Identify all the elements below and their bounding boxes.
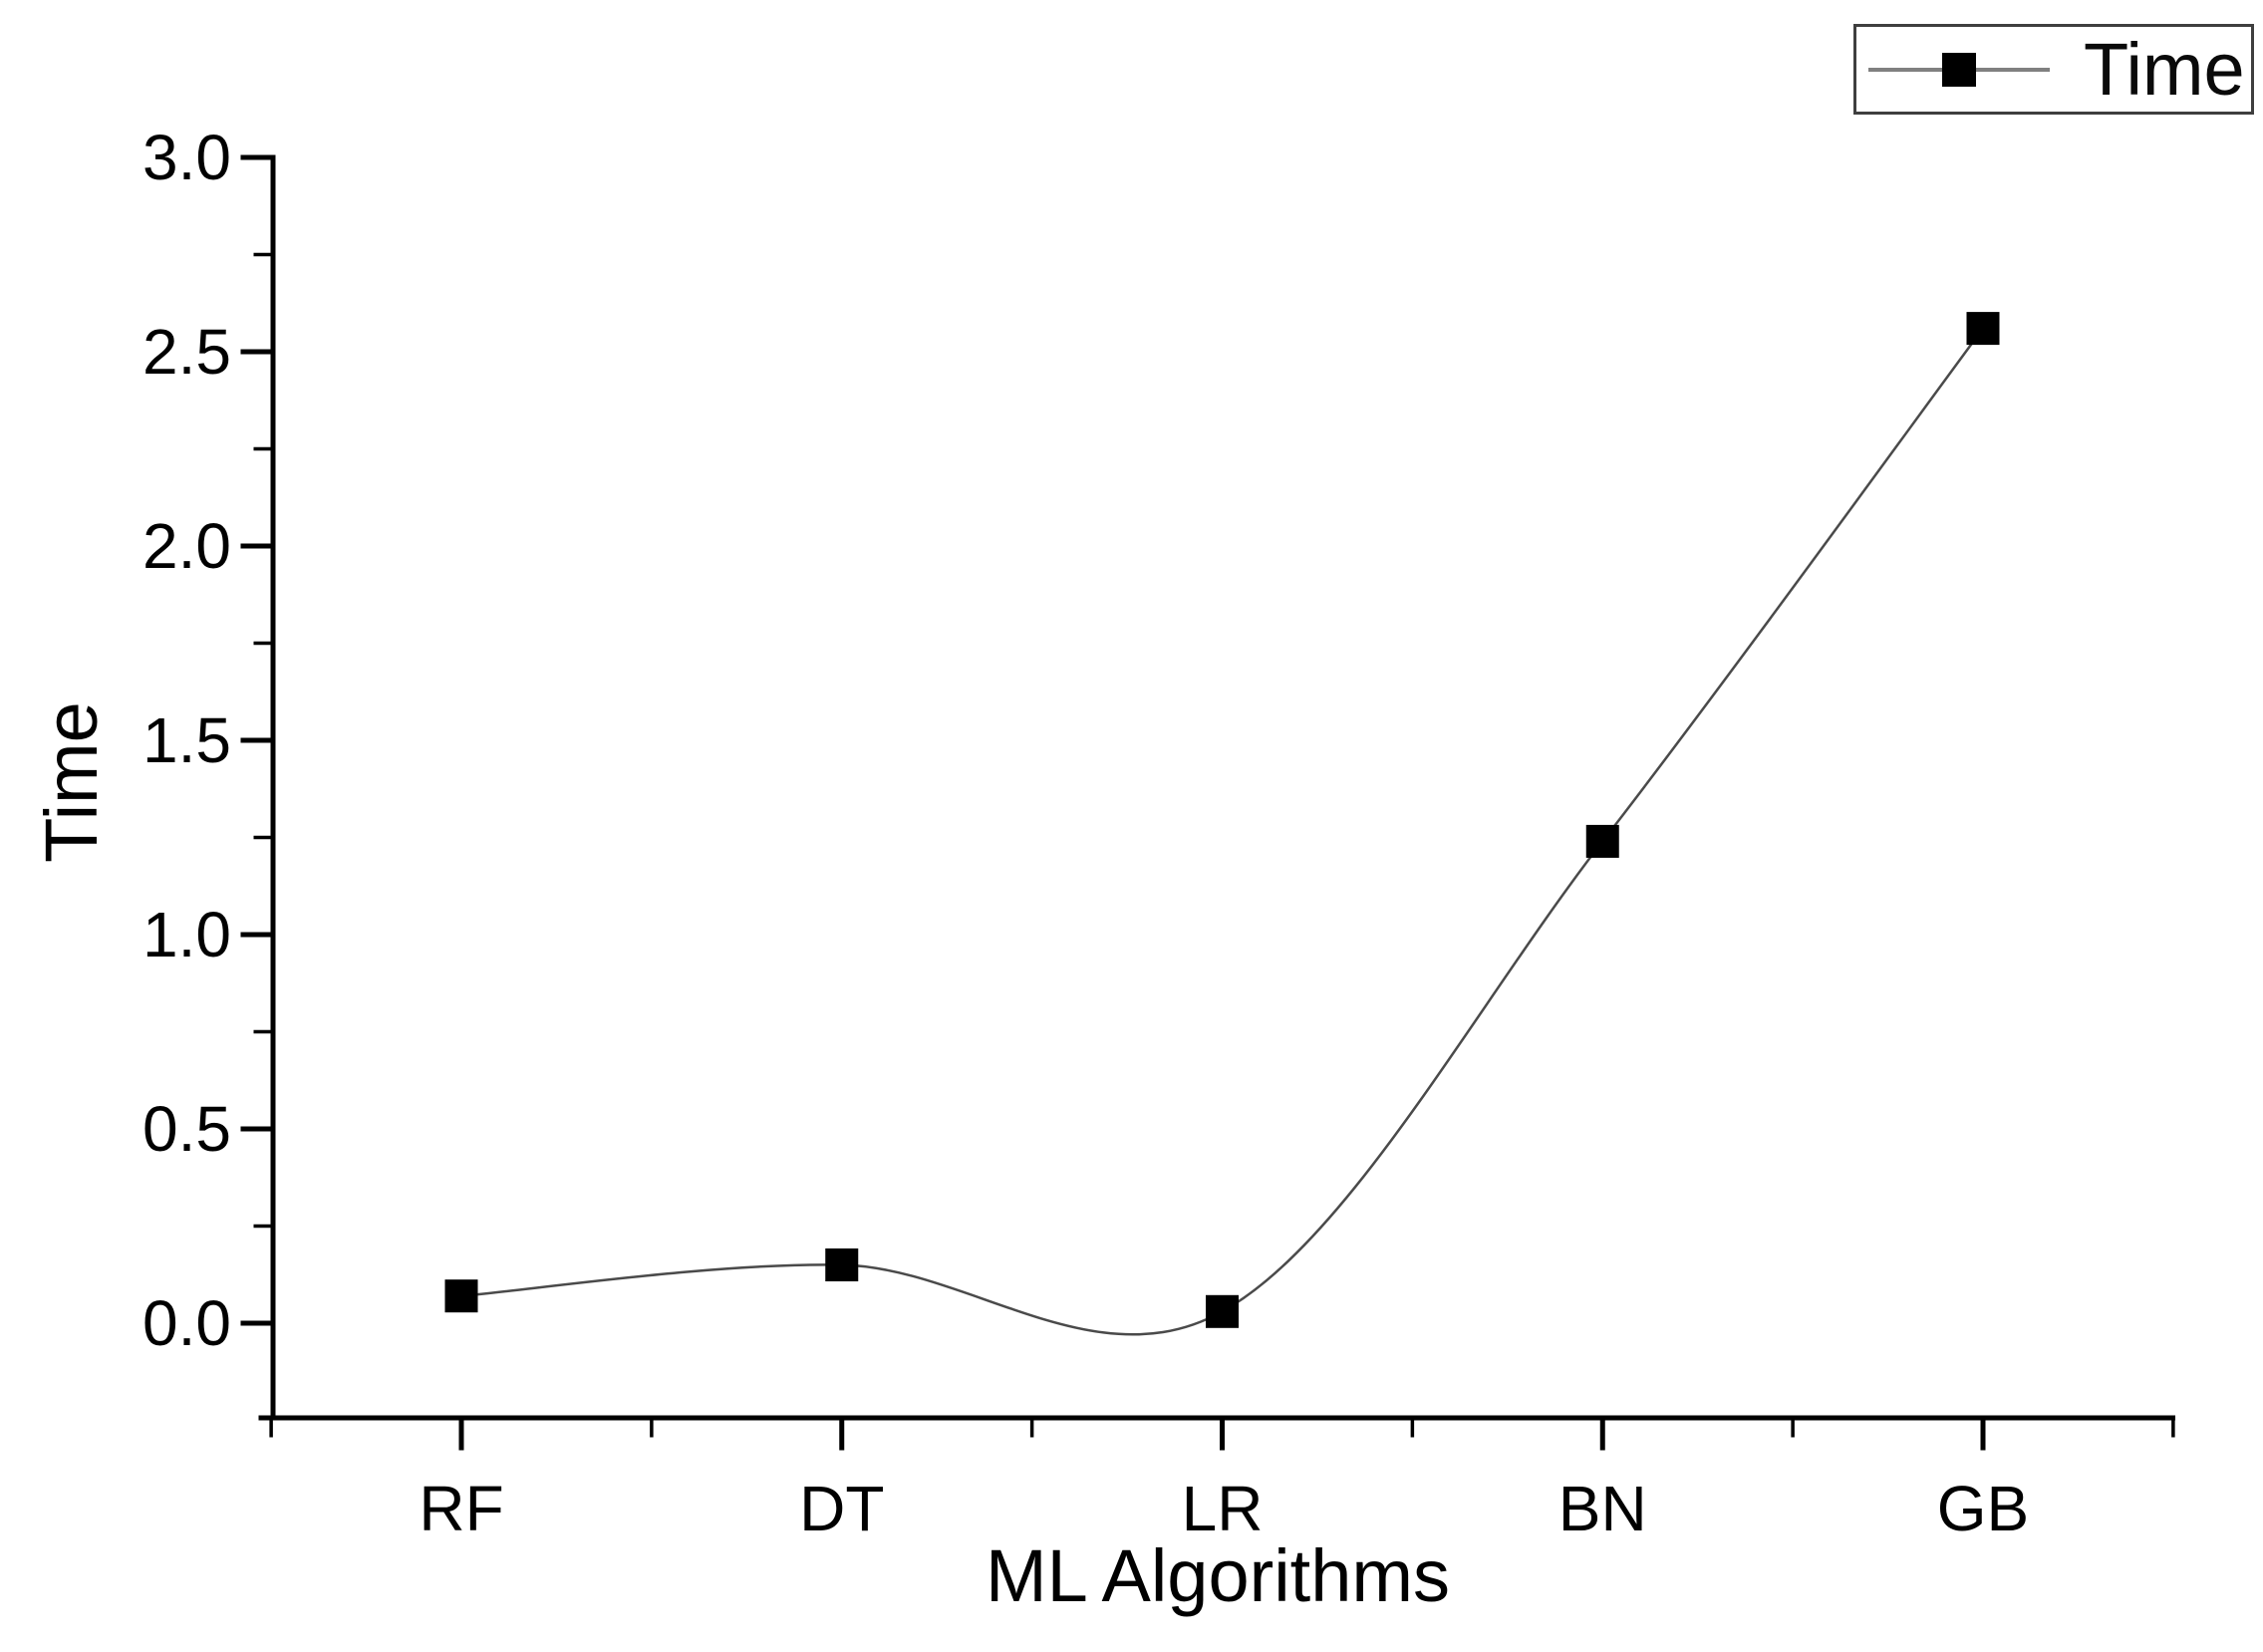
y-tick-label: 2.5 [142, 316, 231, 388]
legend: Time [1853, 24, 2254, 115]
legend-label: Time [2084, 27, 2245, 111]
y-tick-label: 1.5 [142, 704, 231, 776]
y-tick-label: 0.0 [142, 1287, 231, 1359]
data-point-marker-RF [444, 1279, 478, 1313]
legend-line-marker-swatch [1868, 53, 2050, 87]
time-series-curve [460, 327, 1985, 1336]
y-tick-label: 3.0 [142, 122, 231, 193]
y-tick-label: 1.0 [142, 899, 231, 970]
x-tick-label: RF [419, 1473, 504, 1544]
y-tick-label: 0.5 [142, 1093, 231, 1165]
data-point-marker-GB [1966, 312, 2000, 346]
y-tick-label: 2.0 [142, 510, 231, 582]
data-point-marker-BN [1585, 824, 1619, 858]
x-tick-label: BN [1557, 1473, 1647, 1544]
x-tick-label: GB [1936, 1473, 2030, 1544]
x-axis-title: ML Algorithms [985, 1534, 1451, 1617]
y-axis-title: Time [30, 701, 113, 863]
x-tick-label: DT [799, 1473, 885, 1544]
x-tick-label: LR [1181, 1473, 1264, 1544]
data-point-marker-DT [825, 1248, 859, 1281]
legend-square-marker-icon [1942, 53, 1976, 87]
data-point-marker-LR [1206, 1294, 1239, 1328]
